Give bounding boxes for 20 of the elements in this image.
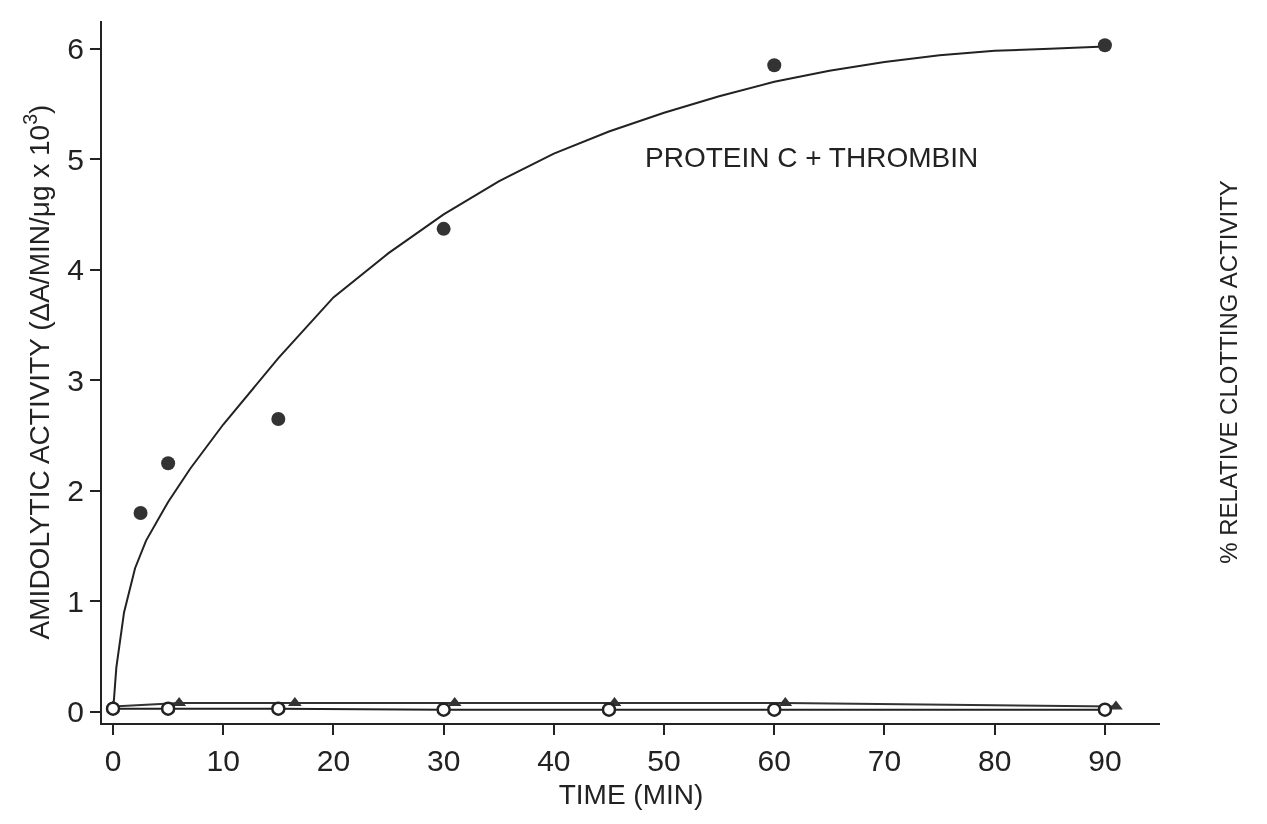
x-tick-label: 10 (206, 744, 240, 777)
y-tick-label: 3 (67, 363, 84, 397)
x-tick-label: 90 (1088, 744, 1122, 777)
x-tick-label: 40 (537, 744, 571, 777)
x-tick-label: 20 (316, 744, 351, 777)
x-axis-title: TIME (MIN) (558, 778, 704, 810)
y-tick-label: 1 (67, 584, 84, 618)
y-tick-label: 5 (67, 142, 84, 176)
x-tick-label: 30 (426, 744, 461, 777)
x-tick-label: 80 (978, 744, 1012, 777)
x-tick-label: 50 (647, 744, 681, 777)
x-tick-label: 60 (757, 744, 791, 777)
y-tick-label: 2 (67, 474, 84, 508)
y-tick-label: 0 (67, 695, 84, 729)
x-tick-label: 70 (867, 744, 902, 777)
y-tick-label: 6 (67, 32, 84, 66)
y-tick-label: 4 (67, 253, 84, 287)
x-tick-label: 0 (104, 744, 122, 777)
y2-axis-title: % RELATIVE CLOTTING ACTIVITY (1215, 180, 1243, 564)
annotation: PROTEIN C + THROMBIN (645, 142, 979, 173)
